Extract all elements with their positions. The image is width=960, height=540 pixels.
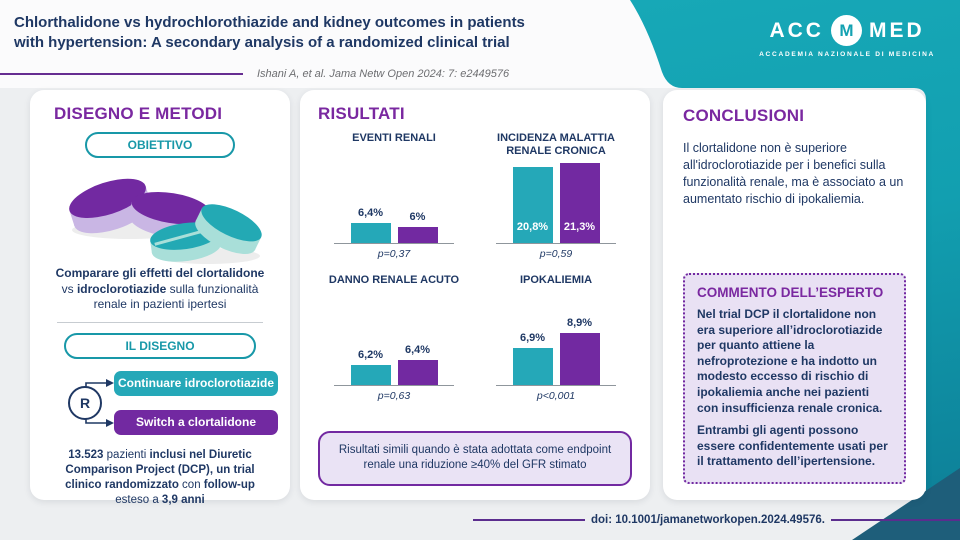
citation-row: Ishani A, et al. Jama Netw Open 2024: 7:… bbox=[0, 68, 509, 80]
conclusions-card: CONCLUSIONI Il clortalidone non è superi… bbox=[663, 90, 926, 500]
cohort-text-part: con bbox=[178, 479, 204, 492]
methods-heading: DISEGNO E METODI bbox=[54, 104, 223, 123]
chart-renal-events: EVENTI RENALI 6,4% 6% p=0,37 bbox=[318, 132, 470, 260]
p-value: p<0,001 bbox=[536, 390, 576, 402]
page-title: Chlorthalidone vs hydrochlorothiazide an… bbox=[14, 13, 525, 53]
logo-row: ACC M MED bbox=[759, 15, 935, 46]
chart-bars: 6,4% 6% bbox=[334, 160, 454, 244]
chart-title: DANNO RENALE ACUTO bbox=[328, 274, 460, 286]
cohort-text-part: pazienti bbox=[103, 448, 150, 461]
logo-subtitle: ACCADEMIA NAZIONALE DI MEDICINA bbox=[759, 51, 935, 58]
methods-card: DISEGNO E METODI OBIETTIVO bbox=[30, 90, 290, 506]
results-card: RISULTATI EVENTI RENALI 6,4% 6% p=0,37 IN… bbox=[300, 90, 650, 500]
bar-teal: 20,8% bbox=[512, 167, 553, 243]
citation-rule bbox=[0, 72, 243, 76]
cohort-text-part: follow-up bbox=[203, 479, 255, 492]
title-line-1: Chlorthalidone vs hydrochlorothiazide an… bbox=[14, 14, 525, 31]
bar-value-label: 6,4% bbox=[357, 207, 384, 219]
chart-bars: 6,9% 8,9% bbox=[496, 302, 616, 386]
pills-icon bbox=[69, 178, 262, 264]
cohort-text: 13.523 pazienti inclusi nel Diuretic Com… bbox=[48, 448, 272, 509]
objective-text-part: Comparare gli effetti del clortalidone bbox=[55, 266, 265, 280]
header: Chlorthalidone vs hydrochlorothiazide an… bbox=[0, 0, 960, 88]
logo-word-med: MED bbox=[868, 18, 925, 42]
bar-value-label: 6,4% bbox=[404, 344, 431, 356]
bar-value-label: 6,9% bbox=[519, 332, 546, 344]
title-line-2: with hypertension: A secondary analysis … bbox=[14, 33, 510, 51]
randomization-diagram: R Continuare idroclorotiazide Switch a c… bbox=[48, 370, 278, 435]
chart-bars: 20,8% 21,3% bbox=[496, 160, 616, 244]
chart-title: EVENTI RENALI bbox=[352, 132, 436, 144]
cohort-text-part: 3,9 anni bbox=[161, 494, 205, 507]
bar-value-label: 21,3% bbox=[563, 221, 596, 233]
section-divider bbox=[56, 321, 264, 323]
cohort-text-part: 13.523 bbox=[68, 448, 104, 461]
p-value: p=0,63 bbox=[377, 390, 411, 402]
doi-text: doi: 10.1001/jamanetworkopen.2024.49576. bbox=[591, 514, 825, 526]
chart-hypokalemia: IPOKALIEMIA 6,9% 8,9% p<0,001 bbox=[480, 274, 632, 402]
bar-value-label: 6,2% bbox=[357, 349, 384, 361]
objective-text-part: vs bbox=[61, 281, 77, 296]
expert-comment-box: COMMENTO DELL’ESPERTO Nel trial DCP il c… bbox=[683, 273, 906, 484]
randomization-circle: R bbox=[68, 385, 102, 420]
bar-value-label: 8,9% bbox=[566, 317, 593, 329]
bar-value-label: 20,8% bbox=[516, 221, 549, 233]
chart-ckd-incidence: INCIDENZA MALATTIA RENALE CRONICA 20,8% 2… bbox=[480, 132, 632, 260]
arm-continue-hydrochlorothiazide: Continuare idroclorotiazide bbox=[114, 370, 278, 396]
chart-acute-kidney-injury: DANNO RENALE ACUTO 6,2% 6,4% p=0,63 bbox=[318, 274, 470, 402]
conclusions-text: Il clortalidone non è superiore all'idro… bbox=[683, 141, 904, 206]
logo-word-acc: ACC bbox=[769, 18, 824, 42]
bar-teal: 6,2% bbox=[350, 349, 391, 385]
bar-teal: 6,9% bbox=[512, 332, 553, 385]
pills-illustration bbox=[48, 160, 272, 264]
objective-badge: OBIETTIVO bbox=[85, 132, 235, 158]
objective-text-part: sulla funzionalità renale in pazienti ip… bbox=[93, 281, 259, 312]
objective-text-part: idroclorotiazide bbox=[76, 281, 167, 296]
expert-comment-paragraph-2: Entrambi gli agenti possono essere confi… bbox=[697, 423, 888, 469]
bar-purple: 6% bbox=[397, 211, 438, 243]
results-note-box: Risultati simili quando è stata adottata… bbox=[318, 430, 632, 486]
p-value: p=0,37 bbox=[377, 248, 411, 260]
p-value: p=0,59 bbox=[539, 248, 573, 260]
bar-teal: 6,4% bbox=[350, 207, 391, 243]
chart-title: IPOKALIEMIA bbox=[519, 274, 593, 286]
citation-text: Ishani A, et al. Jama Netw Open 2024: 7:… bbox=[257, 68, 510, 80]
cohort-text-part: inclusi nel Diuretic Comparison Project … bbox=[65, 448, 255, 492]
logo-monogram-icon: M bbox=[830, 15, 862, 46]
expert-comment-heading: COMMENTO DELL’ESPERTO bbox=[697, 285, 884, 301]
bar-value-label: 6% bbox=[409, 211, 426, 223]
bar-purple: 8,9% bbox=[559, 317, 600, 385]
chart-bars: 6,2% 6,4% bbox=[334, 302, 454, 386]
design-badge: IL DISEGNO bbox=[64, 332, 256, 359]
chart-title: INCIDENZA MALATTIA RENALE CRONICA bbox=[497, 132, 615, 158]
objective-text: Comparare gli effetti del clortalidone v… bbox=[48, 266, 272, 313]
conclusions-heading: CONCLUSIONI bbox=[683, 106, 805, 125]
bar-purple: 6,4% bbox=[397, 344, 438, 385]
footer: doi: 10.1001/jamanetworkopen.2024.49576. bbox=[473, 514, 960, 526]
results-heading: RISULTATI bbox=[318, 104, 405, 123]
charts-grid: EVENTI RENALI 6,4% 6% p=0,37 INCIDENZA MA… bbox=[318, 132, 632, 402]
arm-switch-chlorthalidone: Switch a clortalidone bbox=[114, 409, 278, 435]
expert-comment-paragraph-1: Nel trial DCP il clortalidone non era su… bbox=[697, 307, 883, 415]
accmed-logo: ACC M MED ACCADEMIA NAZIONALE DI MEDICIN… bbox=[759, 15, 935, 58]
footer-rule-left bbox=[473, 519, 585, 521]
cohort-text-part: esteso a bbox=[115, 494, 162, 507]
bar-purple: 21,3% bbox=[559, 163, 600, 243]
footer-rule-right bbox=[830, 519, 960, 521]
